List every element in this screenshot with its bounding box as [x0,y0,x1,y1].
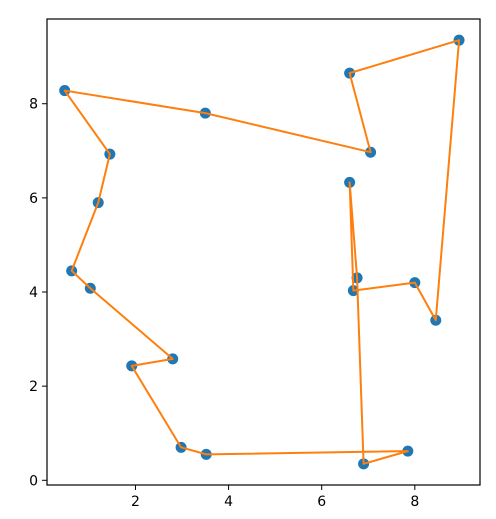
x-tick-label-0: 2 [131,494,140,510]
x-tick-label-3: 8 [410,494,419,510]
x-tick-label-1: 4 [224,494,233,510]
y-tick-label-1: 2 [29,379,38,395]
axes: 2 4 6 8 0 2 4 6 8 [29,18,481,510]
axes-frame [46,18,481,486]
plot-area [59,34,465,470]
y-tick-label-2: 4 [29,285,38,301]
y-tick-label-0: 0 [29,473,38,489]
y-tick-label-3: 6 [29,191,38,207]
x-tick-label-2: 6 [317,494,326,510]
tour-path-line [63,39,461,465]
y-tick-label-4: 8 [29,97,38,113]
